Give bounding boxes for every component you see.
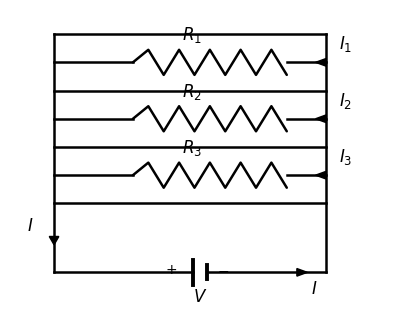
Polygon shape (316, 171, 326, 179)
Polygon shape (316, 59, 326, 66)
Text: $R_3$: $R_3$ (182, 138, 202, 158)
Text: $-$: $-$ (217, 263, 229, 278)
Polygon shape (316, 115, 326, 122)
Text: $I_1$: $I_1$ (339, 34, 352, 55)
Text: $R_2$: $R_2$ (182, 82, 202, 101)
Polygon shape (297, 269, 307, 276)
Text: $+$: $+$ (165, 263, 177, 277)
Text: $I$: $I$ (27, 218, 34, 235)
Text: $I$: $I$ (311, 281, 318, 298)
Text: $I_2$: $I_2$ (339, 91, 352, 111)
Polygon shape (49, 236, 59, 245)
Text: $V$: $V$ (193, 289, 207, 306)
Text: $R_1$: $R_1$ (182, 25, 202, 45)
Text: $I_3$: $I_3$ (339, 147, 353, 167)
